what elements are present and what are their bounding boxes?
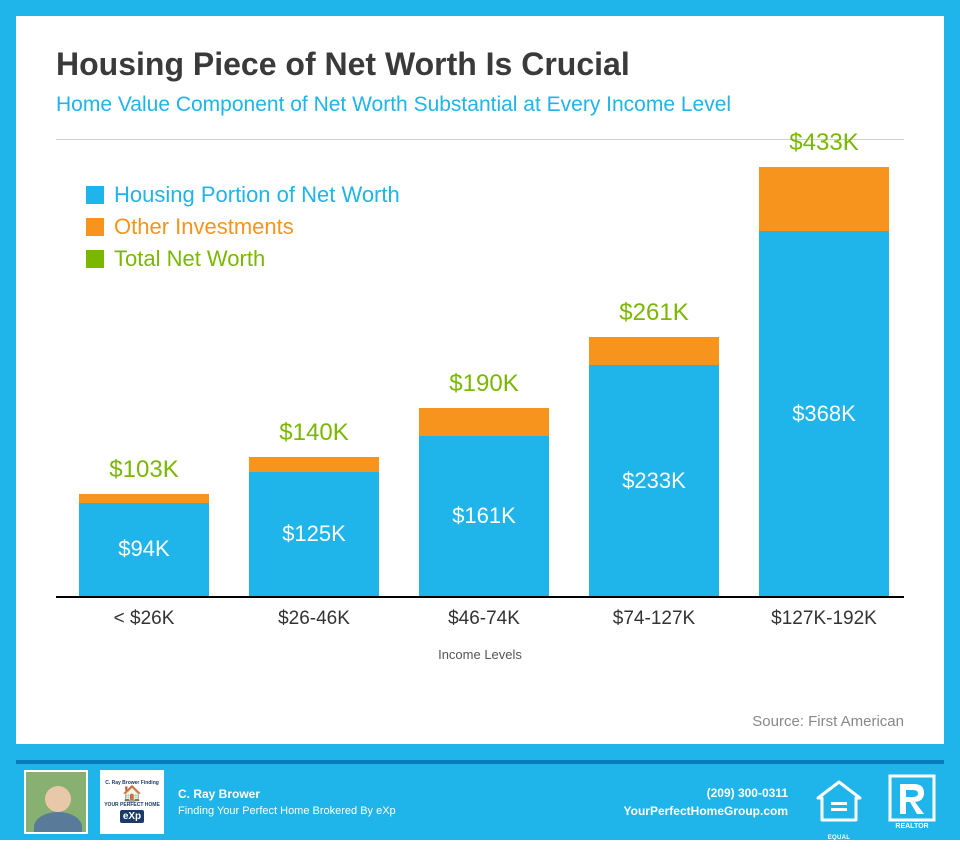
contact-info: (209) 300-0311 YourPerfectHomeGroup.com xyxy=(624,784,788,820)
total-value-label: $140K xyxy=(279,419,348,447)
x-tick-label: $74-127K xyxy=(574,608,734,630)
x-axis-title: Income Levels xyxy=(438,647,522,662)
x-axis: < $26K $26-46K $46-74K $74-127K $127K-192K xyxy=(56,608,904,638)
total-value-label: $261K xyxy=(619,299,688,327)
housing-value-label: $125K xyxy=(282,521,346,547)
source-attribution: Source: First American xyxy=(752,713,904,730)
bar-group: $161K$190K xyxy=(419,408,549,596)
agent-name: C. Ray Brower xyxy=(178,785,396,803)
total-value-label: $190K xyxy=(449,370,518,398)
bar-housing: $125K xyxy=(249,472,379,596)
chart: Housing Portion of Net Worth Other Invest… xyxy=(56,152,904,668)
agent-logo: C. Ray Brower Finding 🏠 YOUR PERFECT HOM… xyxy=(100,770,164,834)
website: YourPerfectHomeGroup.com xyxy=(624,802,788,820)
bar-housing: $368K xyxy=(759,231,889,596)
housing-value-label: $368K xyxy=(792,401,856,427)
agent-tagline: Finding Your Perfect Home Brokered By eX… xyxy=(178,803,396,820)
total-value-label: $103K xyxy=(109,456,178,484)
x-tick-label: $127K-192K xyxy=(744,608,904,630)
bar-other-investments xyxy=(419,408,549,437)
bar-housing: $233K xyxy=(589,365,719,596)
x-tick-label: < $26K xyxy=(64,608,224,630)
page-subtitle: Home Value Component of Net Worth Substa… xyxy=(56,93,904,117)
legend-label: Housing Portion of Net Worth xyxy=(114,182,400,208)
bar-housing: $94K xyxy=(79,503,209,596)
agent-avatar xyxy=(24,770,88,834)
legend-label: Other Investments xyxy=(114,214,294,240)
legend-swatch xyxy=(86,250,104,268)
page-title: Housing Piece of Net Worth Is Crucial xyxy=(56,46,904,83)
bar-group: $233K$261K xyxy=(589,337,719,596)
legend-swatch xyxy=(86,218,104,236)
legend-item: Housing Portion of Net Worth xyxy=(86,182,400,208)
bar-other-investments xyxy=(589,337,719,365)
equal-housing-label: EQUAL HOUSINGOPPORTUNITY xyxy=(814,835,864,853)
housing-value-label: $94K xyxy=(118,536,169,562)
infographic-frame: Housing Piece of Net Worth Is Crucial Ho… xyxy=(0,0,960,840)
x-tick-label: $46-74K xyxy=(404,608,564,630)
total-value-label: $433K xyxy=(789,129,858,157)
agent-info: C. Ray Brower Finding Your Perfect Home … xyxy=(178,785,396,820)
bar-group: $125K$140K xyxy=(249,457,379,596)
bar-other-investments xyxy=(759,167,889,231)
svg-text:REALTOR: REALTOR xyxy=(895,823,928,830)
content-card: Housing Piece of Net Worth Is Crucial Ho… xyxy=(16,16,944,744)
legend-swatch xyxy=(86,186,104,204)
legend: Housing Portion of Net Worth Other Invest… xyxy=(86,182,400,278)
housing-value-label: $161K xyxy=(452,503,516,529)
equal-housing-icon: EQUAL HOUSINGOPPORTUNITY xyxy=(814,774,864,830)
bar-group: $94K$103K xyxy=(79,494,209,596)
bar-housing: $161K xyxy=(419,436,549,596)
phone: (209) 300-0311 xyxy=(624,784,788,802)
housing-value-label: $233K xyxy=(622,468,686,494)
legend-item: Total Net Worth xyxy=(86,246,400,272)
x-tick-label: $26-46K xyxy=(234,608,394,630)
bar-other-investments xyxy=(79,494,209,503)
bar-other-investments xyxy=(249,457,379,472)
legend-item: Other Investments xyxy=(86,214,400,240)
house-icon: 🏠 xyxy=(122,787,142,803)
divider xyxy=(56,139,904,140)
bar-group: $368K$433K xyxy=(759,167,889,596)
realtor-icon: REALTOR xyxy=(888,774,936,830)
legend-label: Total Net Worth xyxy=(114,246,265,272)
footer-bar: C. Ray Brower Finding 🏠 YOUR PERFECT HOM… xyxy=(16,760,944,840)
